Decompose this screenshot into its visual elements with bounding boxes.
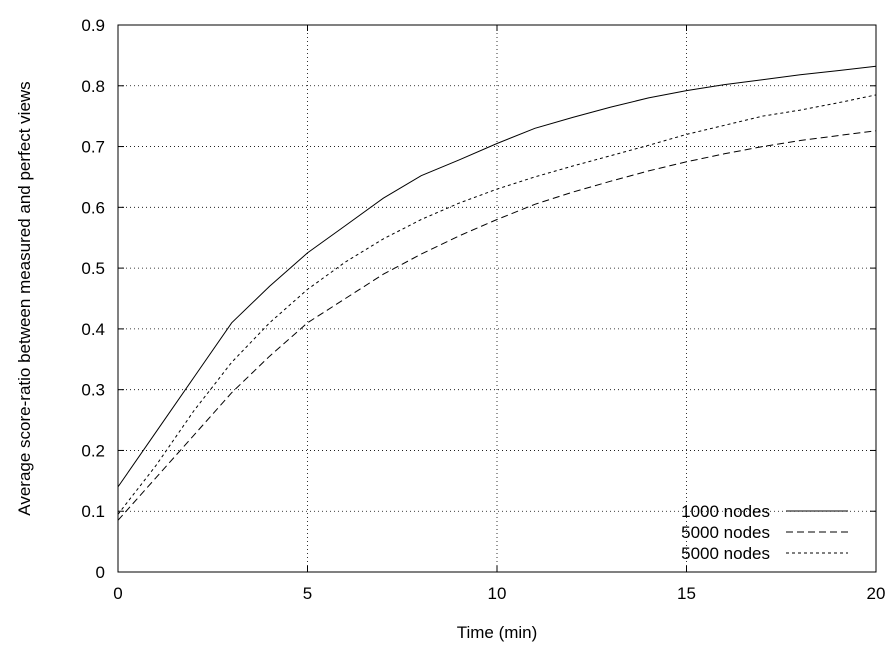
y-tick-label: 0.2: [81, 441, 105, 460]
x-tick-label: 20: [867, 584, 886, 603]
y-tick-label: 0.3: [81, 381, 105, 400]
legend-label-5000-nodes-dotted: 5000 nodes: [681, 544, 770, 563]
series-line-2: [117, 130, 877, 521]
y-tick-label: 0.5: [81, 259, 105, 278]
y-tick-label: 0.6: [81, 198, 105, 217]
y-tick-label: 0.4: [81, 320, 105, 339]
x-tick-label: 0: [113, 584, 122, 603]
series-line-3: [117, 94, 877, 515]
x-axis-label: Time (min): [457, 623, 538, 642]
legend-label-5000-nodes-dashed: 5000 nodes: [681, 523, 770, 542]
legend: 1000 nodes 5000 nodes 5000 nodes: [681, 502, 848, 563]
x-tick-label: 10: [488, 584, 507, 603]
axis-ticks: 0 0.1 0.2 0.3 0.4 0.5 0.6 0.7 0.8 0.9 0 5 10 15 20: [81, 16, 885, 603]
y-tick-label: 0.7: [81, 138, 105, 157]
series-lines: [117, 65, 877, 521]
x-tick-label: 15: [677, 584, 696, 603]
y-tick-label: 0.9: [81, 16, 105, 35]
y-tick-label: 0.8: [81, 77, 105, 96]
x-tick-label: 5: [303, 584, 312, 603]
y-tick-label: 0.1: [81, 502, 105, 521]
y-axis-label: Average score-ratio between measured and…: [15, 81, 34, 515]
y-tick-label: 0: [96, 563, 105, 582]
legend-label-1000-nodes: 1000 nodes: [681, 502, 770, 521]
series-line-1: [117, 65, 877, 488]
grid-lines: [118, 25, 876, 572]
